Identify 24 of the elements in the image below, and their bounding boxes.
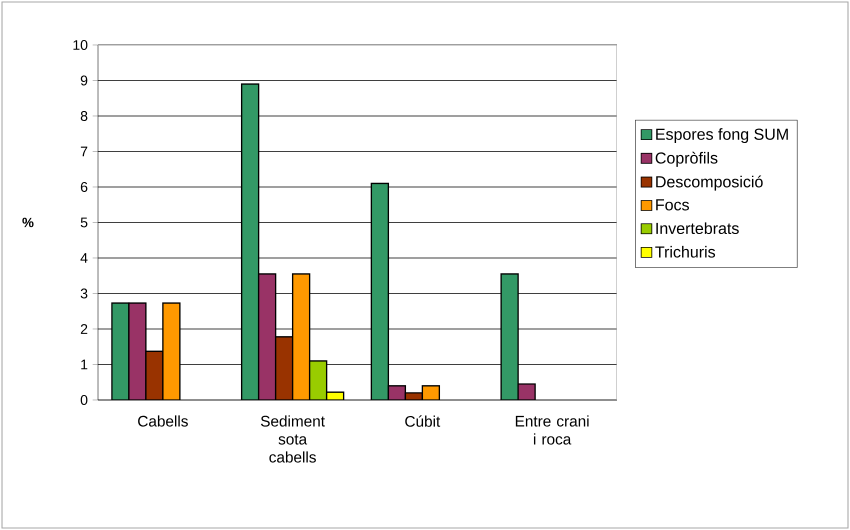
legend-label: Trichuris (655, 246, 716, 258)
y-tick-label: 7 (80, 146, 88, 156)
x-tick-label: Sediment sota cabells (260, 415, 325, 463)
y-tick-label: 4 (80, 253, 88, 263)
y-tick-label: 0 (80, 395, 88, 405)
x-tick-label: Entre crani i roca (516, 415, 589, 445)
x-tick-label: Cúbit (405, 415, 440, 427)
y-tick-label: 1 (81, 360, 88, 370)
y-tick-label: 8 (80, 111, 88, 121)
legend-label: Descomposició (656, 176, 763, 191)
legend-label: Copròfils (656, 152, 718, 167)
y-tick-label: 3 (80, 288, 88, 298)
bar (128, 302, 147, 400)
y-tick-label: 2 (80, 324, 88, 334)
y-tick-label: 6 (80, 182, 88, 192)
bar (258, 273, 276, 400)
y-tick-label: 9 (80, 76, 88, 86)
y-tick-label: 5 (80, 218, 88, 228)
legend-label: Espores fong SUM (656, 128, 788, 144)
legend-label: Focs (656, 199, 689, 210)
y-axis-title: % (22, 218, 34, 228)
legend-label: Invertebrats (656, 222, 739, 234)
y-tick-label: 10 (73, 40, 88, 50)
x-tick-label: Cabells (138, 415, 188, 427)
